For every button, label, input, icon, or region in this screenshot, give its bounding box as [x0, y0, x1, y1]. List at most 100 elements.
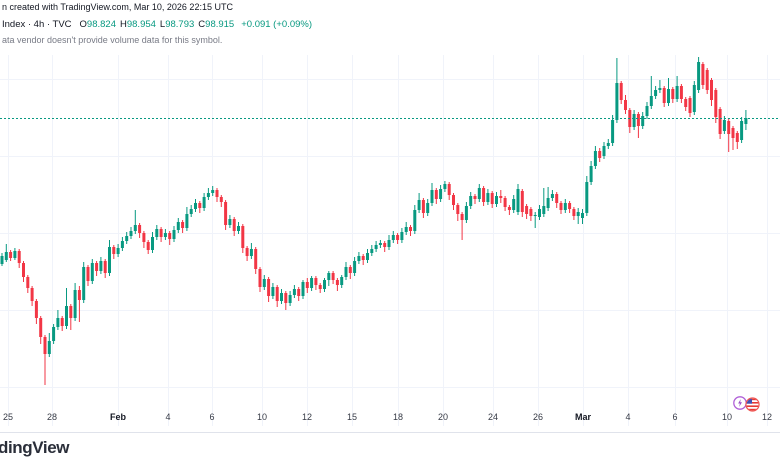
candle [563, 199, 567, 213]
candle [718, 107, 722, 139]
ohlc-item: C98.915 [198, 19, 235, 30]
candle [138, 223, 142, 238]
candle [39, 316, 43, 344]
candle [490, 191, 494, 208]
candle [181, 220, 185, 233]
candle [645, 102, 649, 119]
candle [361, 254, 365, 265]
candle [744, 110, 748, 130]
time-axis-label: 12 [761, 412, 773, 422]
candle [103, 259, 107, 278]
candle [77, 286, 81, 322]
candle [589, 161, 593, 185]
candle [486, 189, 490, 205]
candle [460, 212, 464, 240]
candle [202, 193, 206, 211]
candle [482, 186, 486, 206]
candle [606, 139, 610, 149]
change-readout: +0.091 (+0.09%) [241, 19, 312, 30]
candle [391, 231, 395, 243]
candle [237, 222, 240, 234]
candle [219, 195, 223, 207]
candle [473, 194, 477, 204]
candle [228, 215, 232, 228]
time-axis-label: 6 [672, 412, 678, 422]
candle [447, 182, 451, 200]
time-axis-label: 4 [625, 412, 631, 422]
candle [172, 226, 176, 242]
attribution-text: n created with TradingView.com, Mar 10, … [2, 2, 233, 12]
candle [649, 76, 653, 109]
candle [43, 335, 47, 385]
candle [353, 257, 357, 276]
candle [671, 87, 675, 103]
candle [495, 192, 498, 207]
time-axis-label: 18 [392, 412, 404, 422]
candle [13, 248, 17, 260]
candle [155, 225, 159, 240]
symbol-legend[interactable]: Index · 4h · TVC O98.824 H98.954 L98.793 C98… [2, 19, 312, 30]
candle [142, 231, 146, 248]
candle [404, 222, 408, 235]
candle [581, 209, 584, 224]
candle [735, 131, 739, 149]
candle [323, 278, 326, 292]
candle [206, 188, 210, 200]
candle [525, 204, 529, 219]
candle [232, 217, 236, 236]
candle [469, 192, 473, 209]
candle [667, 78, 670, 106]
candle [125, 232, 129, 244]
candle [284, 291, 288, 310]
volume-data-note: ata vendor doesn't provide volume data f… [2, 35, 223, 45]
candle [163, 229, 167, 240]
candle [538, 205, 541, 220]
candle [701, 62, 705, 89]
us-flag-event-icon[interactable] [745, 396, 760, 417]
candle [314, 276, 318, 290]
ohlc-item: O98.824 [79, 19, 116, 30]
candle [636, 112, 640, 138]
candle [267, 277, 271, 302]
candle [602, 142, 606, 159]
candle [675, 76, 679, 102]
candle [439, 185, 443, 202]
candle [0, 253, 4, 266]
time-axis-label: 4 [165, 412, 171, 422]
candle [503, 196, 507, 211]
candle [211, 186, 215, 196]
time-axis[interactable]: 25 28 Feb 4 6 10 12 15 18 20 24 26 Mar 4 6 10 12 [0, 412, 780, 426]
candle [383, 241, 387, 252]
time-axis-label: 6 [209, 412, 215, 422]
candle [714, 88, 718, 123]
candle [357, 252, 361, 264]
candle [546, 187, 550, 211]
candle [593, 146, 597, 169]
candle [400, 228, 404, 243]
time-axis-label: 12 [301, 412, 313, 422]
candle [434, 188, 438, 204]
candle [641, 112, 645, 129]
ohlc-item: H98.954 [119, 19, 156, 30]
candle [598, 148, 602, 162]
candle [30, 286, 34, 306]
candle [288, 291, 292, 306]
candle [572, 207, 576, 220]
time-axis-label: 10 [721, 412, 733, 422]
candle [198, 201, 202, 213]
candle [396, 233, 400, 244]
candle [129, 227, 133, 239]
ohlc-readout: O98.824 H98.954 L98.793 C98.915 [80, 19, 239, 30]
candle [112, 245, 116, 259]
time-axis-label: 26 [532, 412, 544, 422]
event-markers [733, 396, 765, 413]
candle [658, 80, 662, 93]
candle [168, 231, 172, 245]
candle [727, 119, 731, 152]
candle [297, 287, 301, 301]
candle [69, 304, 73, 330]
candle [611, 115, 615, 146]
candle [576, 208, 580, 224]
